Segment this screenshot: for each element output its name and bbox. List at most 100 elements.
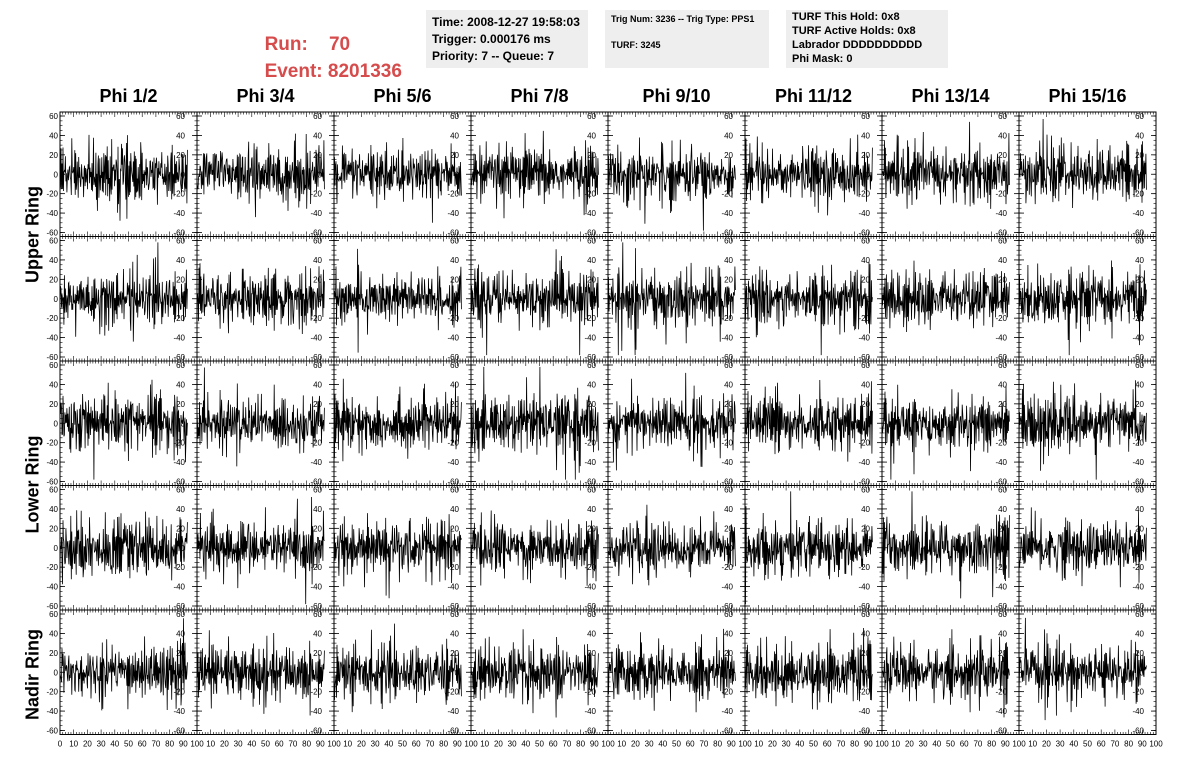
- y-tick-label: -60: [1132, 478, 1144, 487]
- waveform-trace: [607, 372, 736, 471]
- y-tick-label: -40: [447, 583, 459, 592]
- y-tick-label: -40: [721, 458, 733, 467]
- y-tick-label: 40: [176, 256, 185, 265]
- y-tick-label: 60: [450, 112, 459, 121]
- y-tick-label: -40: [46, 334, 58, 343]
- column-header-phi-3-4: Phi 3/4: [236, 86, 295, 106]
- y-tick-label: -60: [721, 229, 733, 238]
- y-tick-label: 40: [724, 505, 733, 514]
- column-header-phi-15-16: Phi 15/16: [1048, 86, 1127, 106]
- y-tick-label: -20: [447, 563, 459, 572]
- y-tick-label: 20: [724, 275, 733, 284]
- y-tick-label: 0: [54, 544, 59, 553]
- phi-mask-line: Phi Mask: 0: [792, 53, 853, 65]
- y-tick-label: -40: [858, 209, 870, 218]
- y-tick-label: 40: [587, 380, 596, 389]
- y-tick-label: -20: [584, 190, 596, 199]
- waveform-trace: [59, 134, 188, 221]
- y-tick-label: 60: [724, 112, 733, 121]
- waveform-trace: [1018, 260, 1147, 356]
- y-tick-label: -60: [46, 478, 58, 487]
- y-tick-label: -60: [46, 602, 58, 611]
- y-tick-label: -20: [584, 563, 596, 572]
- y-tick-label: -40: [584, 583, 596, 592]
- waveform-trace: [470, 366, 599, 480]
- y-tick-label: -60: [46, 353, 58, 362]
- y-tick-label: -60: [310, 478, 322, 487]
- y-tick-label: -40: [46, 583, 58, 592]
- y-tick-label: 60: [1135, 361, 1144, 370]
- y-tick-label: 40: [49, 380, 58, 389]
- y-tick-label: -40: [173, 458, 185, 467]
- y-tick-label: 60: [998, 361, 1007, 370]
- column-header-phi-7-8: Phi 7/8: [510, 86, 569, 106]
- y-tick-label: 40: [1135, 131, 1144, 140]
- y-tick-label: -20: [310, 439, 322, 448]
- y-tick-label: -20: [46, 439, 58, 448]
- run-label-text: Run:: [264, 34, 308, 55]
- waveform-trace: [744, 262, 873, 356]
- y-tick-label: 60: [49, 112, 58, 121]
- event-label: Event: 8201336: [254, 39, 402, 83]
- y-tick-label: 40: [587, 256, 596, 265]
- waveform-trace: [881, 121, 1010, 209]
- waveform-trace: [607, 242, 736, 356]
- y-tick-label: -60: [310, 353, 322, 362]
- time-line: Time: 2008-12-27 19:58:03: [432, 15, 580, 29]
- y-tick-label: 40: [998, 256, 1007, 265]
- y-tick-label: -40: [310, 583, 322, 592]
- y-tick-label: -60: [447, 229, 459, 238]
- waveform-trace: [470, 510, 599, 586]
- y-tick-label: -40: [584, 458, 596, 467]
- trigger-line: Trigger: 0.000176 ms: [432, 32, 551, 46]
- y-tick-label: -60: [858, 229, 870, 238]
- y-tick-label: 60: [724, 237, 733, 246]
- y-tick-label: 60: [1135, 112, 1144, 121]
- y-tick-label: 20: [724, 524, 733, 533]
- y-tick-label: -60: [46, 229, 58, 238]
- column-header-phi-9-10: Phi 9/10: [642, 86, 711, 106]
- y-tick-label: 40: [313, 380, 322, 389]
- y-tick-label: -40: [584, 334, 596, 343]
- y-tick-label: -20: [995, 314, 1007, 323]
- y-tick-label: -40: [1132, 458, 1144, 467]
- y-tick-label: 60: [998, 112, 1007, 121]
- y-tick-label: -40: [1132, 334, 1144, 343]
- y-tick-label: -40: [858, 334, 870, 343]
- turf-hold-line: TURF This Hold: 0x8: [792, 11, 900, 23]
- y-tick-label: -20: [173, 563, 185, 572]
- y-tick-label: -60: [447, 353, 459, 362]
- y-tick-label: -20: [721, 563, 733, 572]
- column-header-phi-5-6: Phi 5/6: [373, 86, 432, 106]
- waveform-trace: [59, 242, 188, 342]
- y-tick-label: -20: [584, 314, 596, 323]
- y-tick-label: 0: [866, 295, 871, 304]
- y-tick-label: 20: [313, 524, 322, 533]
- y-tick-label: -60: [173, 229, 185, 238]
- y-tick-label: 20: [861, 400, 870, 409]
- y-tick-label: 20: [450, 524, 459, 533]
- y-tick-label: -60: [858, 478, 870, 487]
- y-tick-label: 60: [49, 486, 58, 495]
- y-tick-label: 60: [861, 237, 870, 246]
- run-label: Run: 70: [254, 12, 351, 56]
- y-tick-label: 40: [861, 256, 870, 265]
- y-tick-label: -40: [173, 334, 185, 343]
- y-tick-label: -20: [173, 190, 185, 199]
- waveform-trace: [196, 496, 325, 605]
- waveform-trace: [744, 379, 873, 462]
- y-tick-label: -40: [173, 209, 185, 218]
- y-tick-label: 60: [587, 237, 596, 246]
- y-tick-label: -40: [46, 209, 58, 218]
- y-tick-label: -40: [310, 458, 322, 467]
- y-tick-label: 20: [724, 400, 733, 409]
- y-tick-label: -40: [995, 334, 1007, 343]
- y-tick-label: -20: [858, 190, 870, 199]
- waveform-trace: [881, 260, 1010, 333]
- y-tick-label: -20: [46, 314, 58, 323]
- y-tick-label: 40: [998, 131, 1007, 140]
- column-header-phi-1-2: Phi 1/2: [99, 86, 158, 106]
- y-tick-label: -60: [584, 353, 596, 362]
- y-tick-label: -20: [310, 563, 322, 572]
- y-tick-label: -40: [447, 334, 459, 343]
